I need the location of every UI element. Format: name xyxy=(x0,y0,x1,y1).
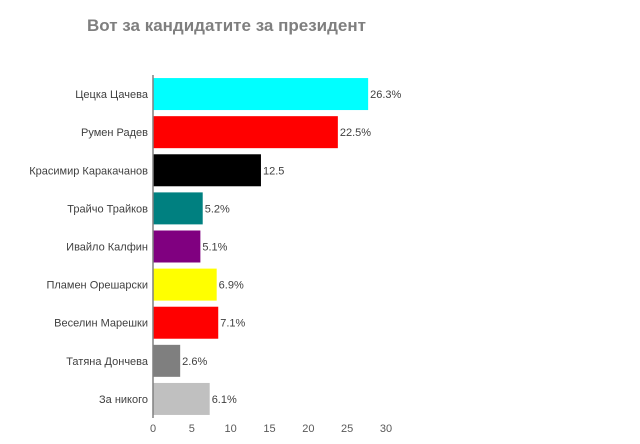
bar xyxy=(153,230,201,263)
category-label: Ивайло Калфин xyxy=(66,242,148,254)
category-label: Румен Радев xyxy=(81,127,148,139)
category-label: Пламен Орешарски xyxy=(46,280,148,292)
data-label: 5.2% xyxy=(205,203,230,215)
data-label: 22.5% xyxy=(340,127,371,139)
data-label: 6.1% xyxy=(212,394,237,406)
x-tick-label: 30 xyxy=(380,423,392,435)
category-label: Татяна Дончева xyxy=(66,356,149,368)
bar xyxy=(153,382,210,415)
bar xyxy=(153,306,219,339)
category-label: За никого xyxy=(99,394,148,406)
x-tick-label: 0 xyxy=(150,423,156,435)
bar xyxy=(153,344,181,377)
data-label: 12.5 xyxy=(263,165,284,177)
data-label: 7.1% xyxy=(220,318,245,330)
category-label: Красимир Каракачанов xyxy=(29,165,148,177)
bar xyxy=(153,78,369,111)
data-label: 26.3% xyxy=(370,89,401,101)
bar xyxy=(153,154,261,187)
data-label: 2.6% xyxy=(182,356,207,368)
x-tick-label: 20 xyxy=(302,423,314,435)
category-label: Трайчо Трайков xyxy=(67,203,148,215)
x-tick-label: 25 xyxy=(341,423,353,435)
bar xyxy=(153,192,203,225)
category-label: Веселин Марешки xyxy=(54,318,148,330)
data-label: 6.9% xyxy=(219,280,244,292)
data-label: 5.1% xyxy=(202,242,227,254)
bar xyxy=(153,268,217,301)
x-tick-label: 15 xyxy=(263,423,275,435)
x-tick-label: 5 xyxy=(189,423,195,435)
category-label: Цецка Цачева xyxy=(75,89,149,101)
bar xyxy=(153,116,338,149)
x-tick-label: 10 xyxy=(225,423,237,435)
chart-title: Вот за кандидатите за президент xyxy=(87,16,366,35)
